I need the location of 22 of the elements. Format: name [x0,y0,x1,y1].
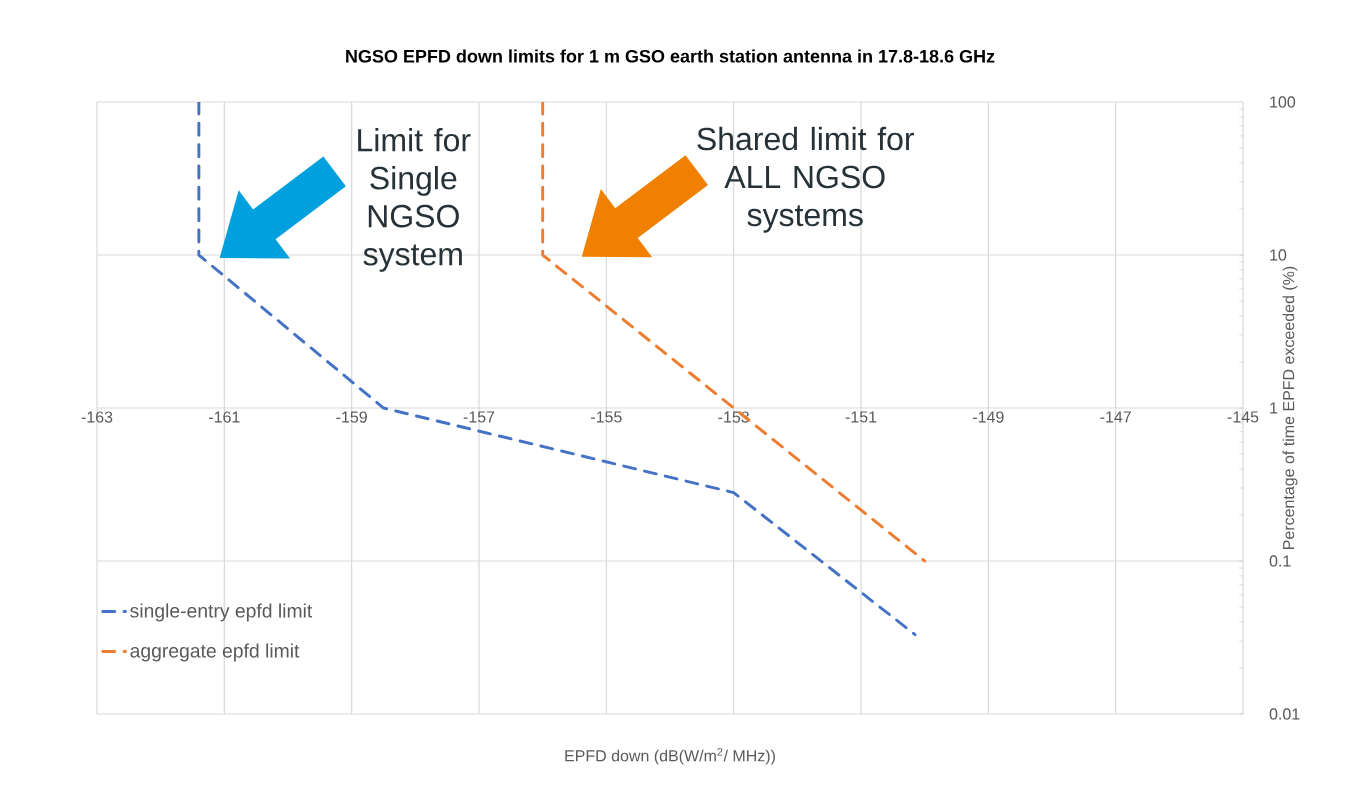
annotation: Limit for Single NGSO system [358,128,471,272]
y-tick-label: 10 [1270,249,1287,261]
chart-title: NGSO EPFD down limits for 1 m GSO earth station antenna in 17.8-18.6 GHz [346,49,995,63]
x-tick-label: -161 [209,411,240,423]
x-tick-label: -163 [81,411,113,423]
x-tick-label: -145 [1227,411,1259,423]
y-axis-title: Percentage of time EPFD exceeded (%) [1282,266,1298,549]
x-tick-label: -159 [336,411,367,423]
y-tick-label: 0.1 [1269,555,1291,567]
x-tick-label: -157 [463,411,495,423]
legend-label: aggregate epfd limit [130,643,300,662]
y-tick-label: 1 [1270,402,1278,414]
x-tick-label: -149 [973,411,1004,423]
legend-label: single-entry epfd limit [130,603,313,622]
line-series [541,102,927,563]
x-tick-label: -151 [845,411,877,423]
x-tick-label: -147 [1100,411,1131,423]
annotation: Shared limit for ALL NGSO systems [697,126,915,233]
y-tick-label: 0.01 [1269,708,1300,720]
x-tick-label: -155 [591,411,622,423]
y-tick-label: 100 [1270,96,1296,108]
x-axis-title: EPFD down (dB(W/m$^{2}$/ MHz)) [565,748,775,765]
